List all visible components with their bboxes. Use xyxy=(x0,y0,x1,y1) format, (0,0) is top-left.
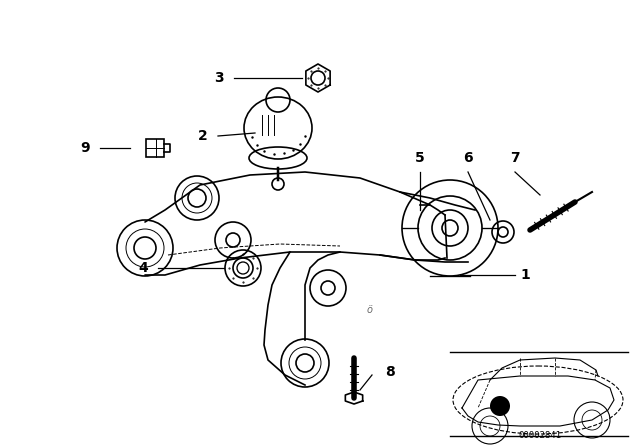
Circle shape xyxy=(272,178,284,190)
Text: 7: 7 xyxy=(510,151,520,165)
Text: 1: 1 xyxy=(520,268,530,282)
Text: 8: 8 xyxy=(385,365,395,379)
Text: ö: ö xyxy=(367,305,373,315)
Text: 4: 4 xyxy=(138,261,148,275)
Text: 5: 5 xyxy=(415,151,425,165)
Text: 00002841: 00002841 xyxy=(518,431,561,440)
Circle shape xyxy=(490,396,510,416)
Text: 9: 9 xyxy=(81,141,90,155)
Text: 2: 2 xyxy=(198,129,208,143)
Text: 6: 6 xyxy=(463,151,473,165)
Text: 3: 3 xyxy=(214,71,224,85)
